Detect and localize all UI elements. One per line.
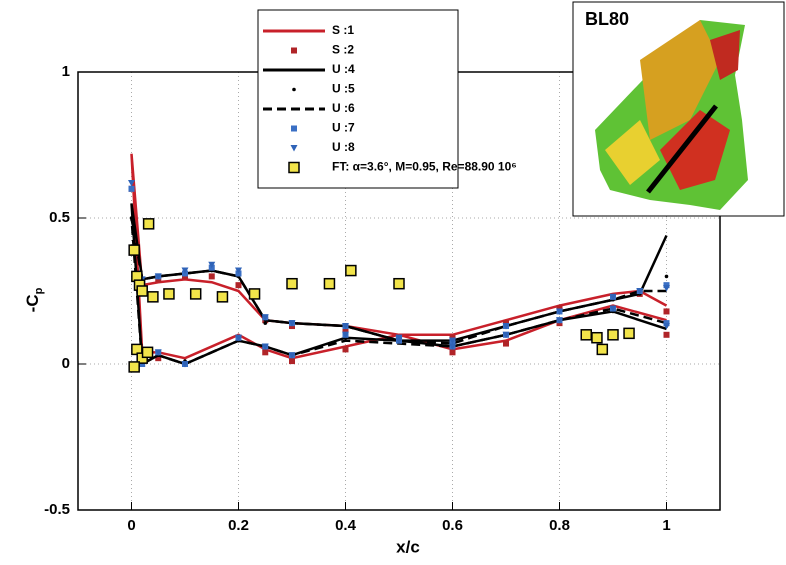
marker [129, 186, 135, 192]
y-axis-label-main: -C [23, 294, 42, 312]
marker [608, 330, 618, 340]
x-tick-label: 0.2 [228, 517, 249, 534]
y-axis-label-sub: p [33, 287, 45, 294]
y-tick-label: 0 [62, 355, 70, 372]
legend-label: FT: α=3.6°, M=0.95, Re=88.90 10⁶ [332, 160, 517, 174]
y-tick-label: 1 [62, 63, 70, 80]
marker [129, 245, 139, 255]
marker [263, 321, 267, 325]
marker [624, 328, 634, 338]
x-tick-label: 0.6 [442, 517, 463, 534]
legend-label: U :7 [332, 121, 355, 135]
legend-marker [292, 88, 296, 92]
legend-label: U :6 [332, 101, 355, 115]
x-axis-label: x/c [396, 537, 420, 556]
x-tick-label: 1 [662, 517, 670, 534]
marker [450, 349, 456, 355]
legend-label: U :4 [332, 62, 355, 76]
marker [129, 362, 139, 372]
marker [137, 286, 147, 296]
marker [217, 292, 227, 302]
legend-label: U :5 [332, 82, 355, 96]
x-tick-label: 0.4 [335, 517, 357, 534]
marker [191, 289, 201, 299]
legend-label: S :2 [332, 43, 354, 57]
marker [597, 344, 607, 354]
y-axis-label: -Cp [23, 287, 44, 312]
legend-marker [291, 126, 297, 132]
marker [144, 219, 154, 229]
marker [324, 279, 334, 289]
marker [289, 358, 295, 364]
marker [665, 275, 669, 279]
marker [343, 346, 349, 352]
inset-title: BL80 [585, 9, 629, 29]
marker [664, 308, 670, 314]
legend-marker [289, 163, 299, 173]
y-tick-label: -0.5 [44, 501, 70, 518]
marker [581, 330, 591, 340]
legend-label: U :8 [332, 140, 355, 154]
marker [664, 332, 670, 338]
marker [503, 341, 509, 347]
marker [250, 289, 260, 299]
marker [287, 279, 297, 289]
marker [262, 349, 268, 355]
marker [394, 279, 404, 289]
x-tick-label: 0 [127, 517, 135, 534]
marker [164, 289, 174, 299]
marker [592, 333, 602, 343]
legend-label: S :1 [332, 23, 354, 37]
chart: x/c -Cp -0.5 0 0.5 1 0 0.2 0.4 0.6 0.8 1 BL80 S :… [0, 0, 786, 560]
page: x/c -Cp -0.5 0 0.5 1 0 0.2 0.4 0.6 0.8 1 BL80 S :… [0, 0, 786, 565]
y-tick-label: 0.5 [49, 209, 70, 226]
marker [148, 292, 158, 302]
inset: BL80 [573, 2, 784, 216]
marker [236, 282, 242, 288]
marker [209, 273, 215, 279]
marker [143, 347, 153, 357]
marker [346, 266, 356, 276]
legend-marker [291, 48, 297, 54]
x-tick-label: 0.8 [549, 517, 570, 534]
